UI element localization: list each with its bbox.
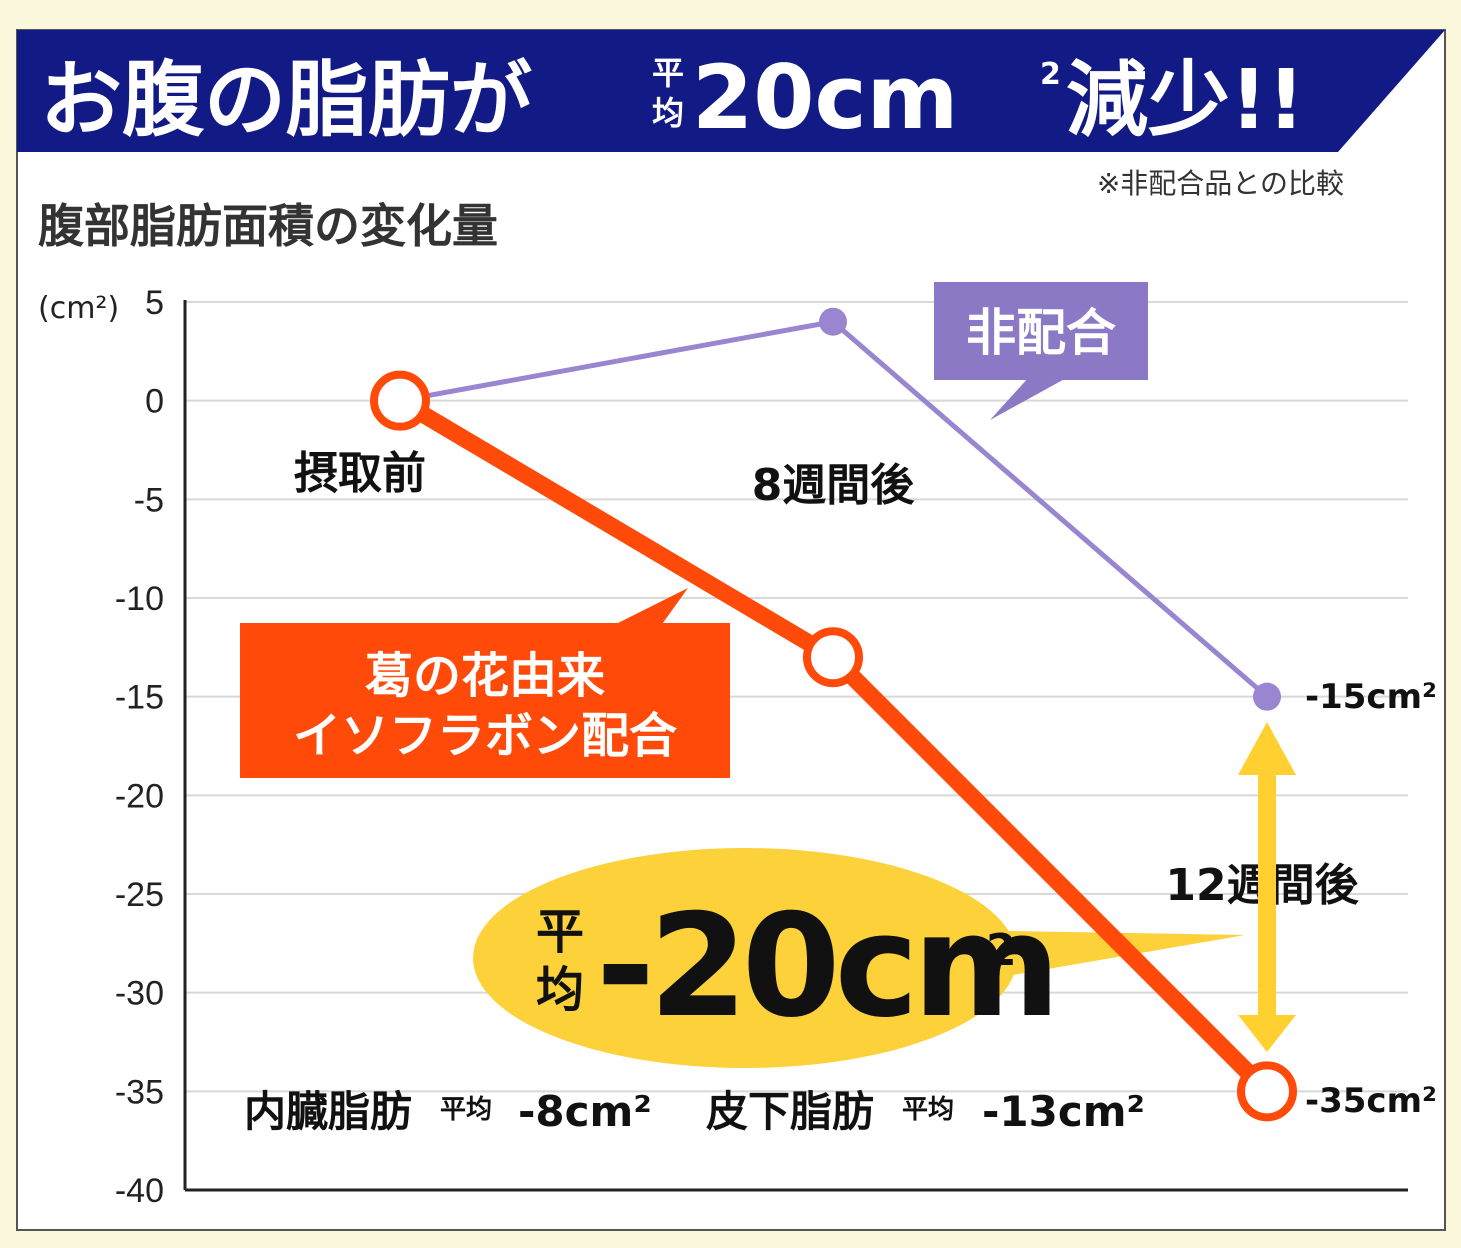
- y-tick-label: -40: [115, 1172, 164, 1210]
- arrow-head-down: [1238, 1015, 1296, 1052]
- isoflavone-label-box: [240, 623, 730, 778]
- banner-title-heikin-bottom: 均: [652, 94, 684, 132]
- y-tick-label: -20: [115, 777, 164, 815]
- callout-tail: [950, 930, 1245, 985]
- y-axis-ticks: 5 0 -5 -10 -15 -20 -25 -30 -35 -40: [115, 284, 164, 1210]
- y-tick-label: 0: [145, 383, 164, 421]
- title-banner: [17, 30, 1445, 152]
- banner-title-main: お腹の脂肪が: [40, 53, 532, 148]
- banner-title-value: 20cm: [692, 46, 958, 149]
- isoflavone-end-label: -35cm²: [1305, 1081, 1437, 1121]
- callout-sup: 2: [986, 925, 1017, 976]
- banner-title-sup: 2: [1040, 57, 1061, 92]
- control-label-box: [934, 282, 1148, 380]
- control-legend-label: 非配合: [934, 282, 1148, 420]
- average-callout: 平 均 -20cm 2: [473, 848, 1245, 1068]
- isoflavone-data-point: [370, 370, 430, 431]
- x-label-8weeks: 8週間後: [752, 460, 916, 511]
- arrow-head-up: [1238, 722, 1296, 775]
- banner-title-heikin-top: 平: [652, 54, 684, 92]
- visceral-fat-label: 内臓脂肪: [244, 1087, 412, 1136]
- banner-title-end: 減少!!: [1066, 53, 1305, 148]
- isoflavone-label-line1: 葛の花由来: [365, 648, 605, 704]
- control-end-label: -15cm²: [1305, 677, 1437, 717]
- series-lines: [370, 307, 1297, 1122]
- isoflavone-data-point: [803, 627, 863, 688]
- chart-title: 腹部脂肪面積の変化量: [38, 199, 498, 253]
- y-axis-unit: (cm²): [38, 291, 119, 326]
- isoflavone-label-tail: [610, 588, 688, 627]
- comparison-note: ※非配合品との比較: [1097, 167, 1344, 200]
- x-label-before: 摂取前: [294, 448, 426, 499]
- y-tick-label: -15: [115, 679, 164, 717]
- y-tick-label: -25: [115, 876, 164, 914]
- y-tick-label: -5: [134, 481, 164, 519]
- y-tick-label: 5: [145, 284, 164, 322]
- control-data-point: [1253, 682, 1281, 711]
- y-tick-label: -30: [115, 975, 164, 1013]
- callout-value: -20cm: [596, 884, 1055, 1049]
- isoflavone-legend-label: 葛の花由来 イソフラボン配合: [240, 588, 730, 778]
- subcutaneous-fat-value: -13cm²: [982, 1087, 1145, 1136]
- subcutaneous-fat-avg: 平均: [902, 1095, 954, 1125]
- difference-arrow: [1238, 722, 1296, 1052]
- control-data-point: [819, 307, 847, 336]
- fat-breakdown: 内臓脂肪 平均 -8cm² 皮下脂肪 平均 -13cm²: [244, 1087, 1145, 1136]
- y-tick-label: -10: [115, 580, 164, 618]
- control-label-text: 非配合: [966, 304, 1116, 362]
- callout-heikin-top: 平: [536, 904, 584, 960]
- callout-heikin-bottom: 均: [536, 962, 584, 1018]
- arrow-shaft: [1258, 770, 1276, 1022]
- visceral-fat-value: -8cm²: [518, 1087, 652, 1136]
- visceral-fat-avg: 平均: [440, 1095, 492, 1125]
- control-label-tail: [990, 376, 1070, 420]
- callout-bubble: [473, 848, 1017, 1068]
- y-tick-label: -35: [115, 1073, 164, 1111]
- isoflavone-label-line2: イソフラボン配合: [293, 708, 677, 764]
- subcutaneous-fat-label: 皮下脂肪: [706, 1087, 874, 1136]
- isoflavone-data-point: [1237, 1061, 1297, 1122]
